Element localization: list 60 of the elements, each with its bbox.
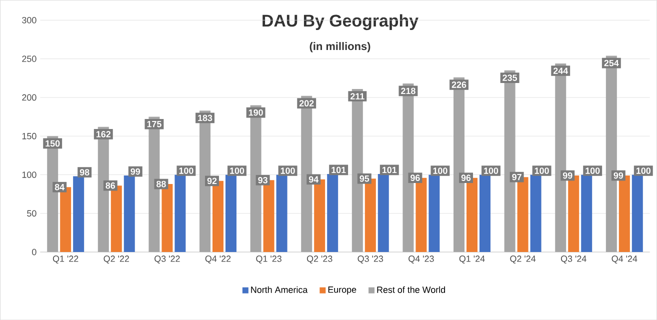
x-tick-label: Q3 '22 — [154, 255, 180, 264]
y-tick-label: 0 — [32, 248, 36, 256]
y-tick-label: 150 — [22, 132, 36, 140]
data-label: 96 — [461, 174, 471, 181]
data-label: 100 — [179, 167, 194, 174]
x-tick-label: Q4 '22 — [205, 255, 231, 264]
data-label: 101 — [382, 166, 397, 174]
data-label: 94 — [308, 176, 319, 182]
data-label: 100 — [280, 167, 295, 174]
data-label: 202 — [299, 100, 314, 106]
legend-label: Rest of the World — [377, 286, 445, 293]
data-label: 218 — [401, 88, 416, 94]
y-tick-label: 50 — [27, 210, 36, 216]
data-label: 99 — [130, 168, 140, 175]
data-label: 86 — [106, 182, 116, 189]
legend-label: Europe — [328, 286, 356, 294]
data-label: 162 — [96, 130, 111, 138]
data-label: 100 — [230, 167, 244, 174]
data-label: 99 — [614, 172, 624, 179]
data-label: 96 — [410, 174, 420, 181]
data-label: 84 — [54, 184, 65, 190]
x-tick-label: Q1 '24 — [459, 255, 485, 264]
data-label: 226 — [452, 81, 466, 88]
data-label: 175 — [147, 120, 162, 128]
data-label: 100 — [484, 167, 498, 174]
legend-label: North America — [251, 286, 308, 293]
x-tick-label: Q3 '23 — [358, 255, 384, 264]
data-label: 211 — [350, 93, 364, 100]
data-label: 235 — [502, 74, 518, 81]
data-label: 101 — [332, 166, 346, 174]
data-label: 88 — [156, 180, 166, 188]
x-tick-label: Q1 '22 — [52, 255, 78, 264]
data-label: 100 — [433, 167, 448, 174]
x-tick-label: Q1 '23 — [256, 255, 282, 264]
x-tick-label: Q2 '23 — [306, 255, 332, 264]
data-label: 244 — [553, 68, 568, 74]
x-tick-label: Q3 '24 — [560, 255, 586, 264]
data-label: 254 — [604, 60, 619, 66]
data-label: 93 — [258, 176, 268, 184]
data-label: 190 — [248, 109, 263, 116]
chart-title: DAU By Geography — [262, 14, 418, 30]
y-tick-label: 300 — [22, 16, 36, 24]
x-tick-label: Q2 '22 — [104, 255, 129, 264]
x-tick-label: Q2 '24 — [510, 255, 536, 264]
data-label: 100 — [534, 167, 549, 174]
data-label: 97 — [512, 174, 522, 180]
data-label: 95 — [360, 175, 370, 182]
data-label: 100 — [586, 167, 600, 174]
data-label: 92 — [207, 178, 217, 184]
data-label: 100 — [636, 167, 651, 174]
data-label: 98 — [80, 169, 90, 176]
y-tick-label: 250 — [22, 56, 36, 62]
y-tick-label: 100 — [22, 171, 36, 178]
x-tick-label: Q4 '24 — [612, 255, 638, 264]
data-label: 150 — [46, 140, 60, 147]
y-tick-label: 200 — [22, 94, 36, 101]
x-tick-label: Q4 '23 — [408, 255, 434, 264]
data-label: 99 — [562, 172, 572, 179]
text: (in millions) — [310, 42, 370, 52]
data-label: 183 — [198, 114, 212, 122]
